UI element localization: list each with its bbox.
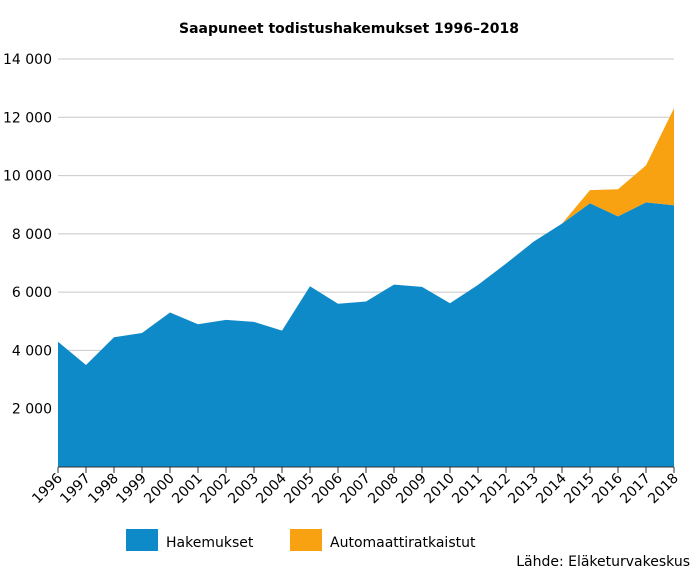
x-axis: [57, 466, 675, 473]
legend-swatch-hakemukset: [126, 529, 158, 551]
y-tick-label: 8 000: [12, 227, 52, 243]
source-label: Lähde: Eläketurvakeskus: [516, 554, 690, 570]
x-tick-label: 2017: [617, 471, 654, 508]
x-tick-labels: 1996199719981999200020012002200320042005…: [29, 470, 682, 507]
x-tick-label: 1996: [29, 470, 66, 507]
areas: [58, 108, 674, 467]
x-tick-label: 2014: [533, 470, 570, 507]
area-hakemukset: [58, 202, 674, 467]
x-tick-label: 2015: [561, 471, 598, 508]
x-tick-label: 2016: [589, 470, 626, 507]
x-tick-label: 2011: [449, 471, 486, 508]
legend-swatch-automaattiratkaistut: [290, 529, 322, 551]
x-tick-label: 2003: [225, 471, 262, 508]
x-tick-label: 2006: [309, 470, 346, 507]
x-tick-label: 1998: [85, 471, 122, 508]
x-tick-label: 1997: [57, 471, 94, 508]
legend-label-automaattiratkaistut: Automaattiratkaistut: [330, 535, 476, 551]
x-tick-label: 2007: [337, 471, 374, 508]
x-tick-label: 2005: [281, 471, 318, 508]
y-axis: 2 000 4 000 6 000 8 000 10 000 12 000 14 000: [3, 52, 52, 418]
x-tick-label: 2002: [197, 471, 234, 508]
x-tick-label: 2012: [477, 471, 514, 508]
x-tick-label: 2018: [645, 471, 682, 508]
y-tick-label: 12 000: [3, 110, 52, 126]
x-tick-label: 2004: [253, 470, 290, 507]
legend-label-hakemukset: Hakemukset: [166, 535, 254, 551]
legend: Hakemukset Automaattiratkaistut: [126, 529, 476, 551]
y-tick-label: 6 000: [12, 285, 52, 301]
x-tick-label: 2001: [169, 471, 206, 508]
y-tick-label: 4 000: [12, 343, 52, 359]
x-tick-label: 2009: [393, 471, 430, 508]
y-tick-label: 10 000: [3, 169, 52, 185]
x-tick-label: 2013: [505, 471, 542, 508]
x-tick-label: 2008: [365, 471, 402, 508]
y-tick-label: 14 000: [3, 52, 52, 68]
y-tick-label: 2 000: [12, 402, 52, 418]
x-tick-label: 2010: [421, 471, 458, 508]
chart-title: Saapuneet todistushakemukset 1996–2018: [179, 21, 519, 37]
x-tick-label: 2000: [141, 471, 178, 508]
x-tick-label: 1999: [113, 471, 150, 508]
